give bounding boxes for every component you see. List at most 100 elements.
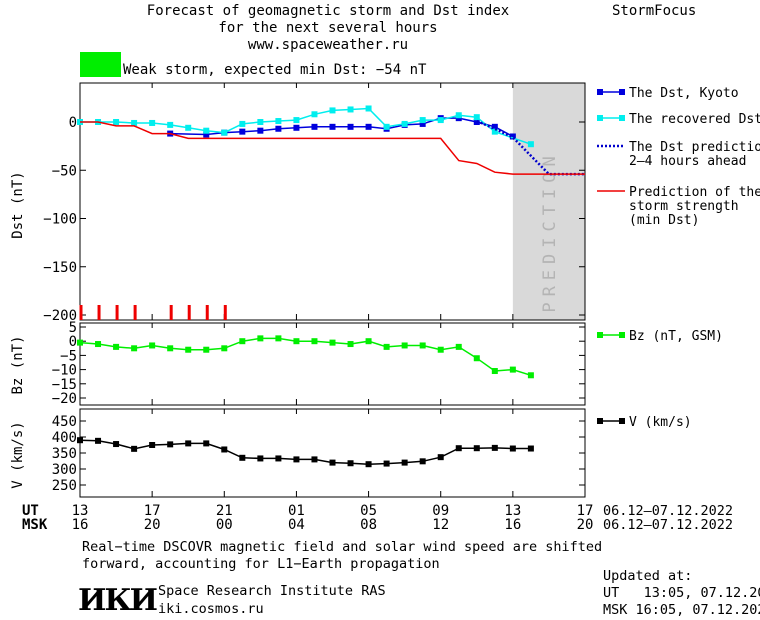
data-point — [275, 118, 282, 125]
data-point — [329, 107, 336, 114]
updated-label: Updated at: — [603, 568, 693, 584]
data-point — [401, 342, 408, 349]
ut-tick-label: 09 — [432, 503, 449, 519]
y-tick-label: −10 — [52, 363, 77, 379]
data-point — [311, 111, 318, 118]
data-point — [239, 120, 246, 127]
ut-tick-label: 01 — [288, 503, 305, 519]
y-axis-label: Dst (nT) — [10, 171, 26, 238]
data-point — [329, 459, 336, 466]
updated-ut: UT 13:05, 07.12.2022 — [603, 585, 760, 601]
data-point — [275, 455, 282, 462]
ut-date-range: 06.12–07.12.2022 — [603, 503, 733, 519]
msk-tick-label: 20 — [144, 517, 161, 533]
panel-frame — [79, 408, 586, 498]
legend-label: 2–4 hours ahead — [629, 154, 746, 169]
y-tick-label: 350 — [52, 446, 77, 462]
data-point — [203, 346, 210, 353]
msk-tick-label: 16 — [504, 517, 521, 533]
footnote-line2: forward, accounting for L1−Earth propaga… — [82, 556, 440, 572]
ut-tick-label: 17 — [144, 503, 161, 519]
iki-logo: ИКИ — [78, 583, 158, 618]
panel-frame — [79, 322, 586, 406]
msk-tick-label: 20 — [577, 517, 594, 533]
data-point — [365, 123, 372, 130]
legend: The Dst, Kyoto The recovered Dst The Dst p… — [597, 86, 760, 430]
legend-label: The recovered Dst — [629, 112, 760, 127]
data-point — [347, 106, 354, 113]
msk-tick-label: 16 — [72, 517, 89, 533]
y-tick-label: 0 — [69, 334, 77, 350]
data-point — [491, 368, 498, 375]
data-point — [185, 440, 192, 447]
data-point — [491, 444, 498, 451]
ut-tick-label: 13 — [504, 503, 521, 519]
data-point — [437, 346, 444, 353]
data-point — [221, 345, 228, 352]
data-point — [95, 437, 102, 444]
data-point — [239, 454, 246, 461]
msk-date-range: 06.12–07.12.2022 — [603, 517, 733, 533]
bz-panel: 50−5−10−15−20 Bz (nT) — [10, 320, 586, 407]
y-tick-label: 250 — [52, 478, 77, 494]
data-point — [365, 338, 372, 345]
data-point — [527, 445, 534, 452]
msk-tick-label: 04 — [288, 517, 305, 533]
data-point — [203, 440, 210, 447]
data-point — [185, 346, 192, 353]
data-point — [311, 456, 318, 463]
data-point — [221, 446, 228, 453]
data-point — [329, 339, 336, 346]
data-point — [473, 445, 480, 452]
data-point — [365, 461, 372, 468]
data-point — [131, 445, 138, 452]
data-point — [311, 123, 318, 130]
data-point — [257, 127, 264, 134]
data-point — [509, 366, 516, 373]
ut-axis-label: UT — [22, 503, 39, 519]
data-point — [167, 345, 174, 352]
panel-frame — [79, 82, 586, 321]
institute-site: iki.cosmos.ru — [158, 601, 264, 617]
data-point — [419, 458, 426, 465]
brand-label: StormFocus — [612, 3, 697, 19]
institute-name: Space Research Institute RAS — [158, 583, 386, 599]
legend-marker — [597, 332, 603, 338]
y-tick-label: −15 — [52, 377, 77, 393]
data-point — [473, 114, 480, 121]
data-point — [293, 338, 300, 345]
data-point — [167, 121, 174, 128]
legend-label: The Dst prediction — [629, 140, 760, 155]
data-point — [131, 345, 138, 352]
data-point — [419, 120, 426, 127]
data-point — [239, 338, 246, 345]
data-point — [167, 441, 174, 448]
prediction-region — [512, 83, 585, 320]
legend-label: V (km/s) — [629, 415, 692, 430]
data-point — [185, 124, 192, 131]
data-point — [437, 454, 444, 461]
data-point — [365, 105, 372, 112]
data-point — [77, 339, 83, 346]
chart-title-line1: Forecast of geomagnetic storm and Dst in… — [146, 3, 510, 19]
data-point — [473, 355, 480, 362]
data-point — [149, 119, 156, 126]
y-tick-label: −200 — [43, 308, 77, 324]
data-point — [113, 441, 120, 448]
y-tick-label: 5 — [69, 320, 77, 336]
data-point — [401, 120, 408, 127]
data-point — [113, 343, 120, 350]
y-tick-label: −5 — [60, 348, 77, 364]
data-point — [77, 437, 83, 444]
data-point — [509, 445, 516, 452]
data-point — [527, 141, 534, 148]
data-point — [293, 124, 300, 131]
ut-tick-label: 13 — [72, 503, 89, 519]
y-axis-label: Bz (nT) — [10, 335, 26, 394]
data-point — [527, 372, 534, 379]
data-point — [293, 117, 300, 124]
chart-title-line3: www.spaceweather.ru — [247, 37, 409, 53]
data-point — [275, 335, 282, 342]
legend-marker — [619, 418, 625, 424]
